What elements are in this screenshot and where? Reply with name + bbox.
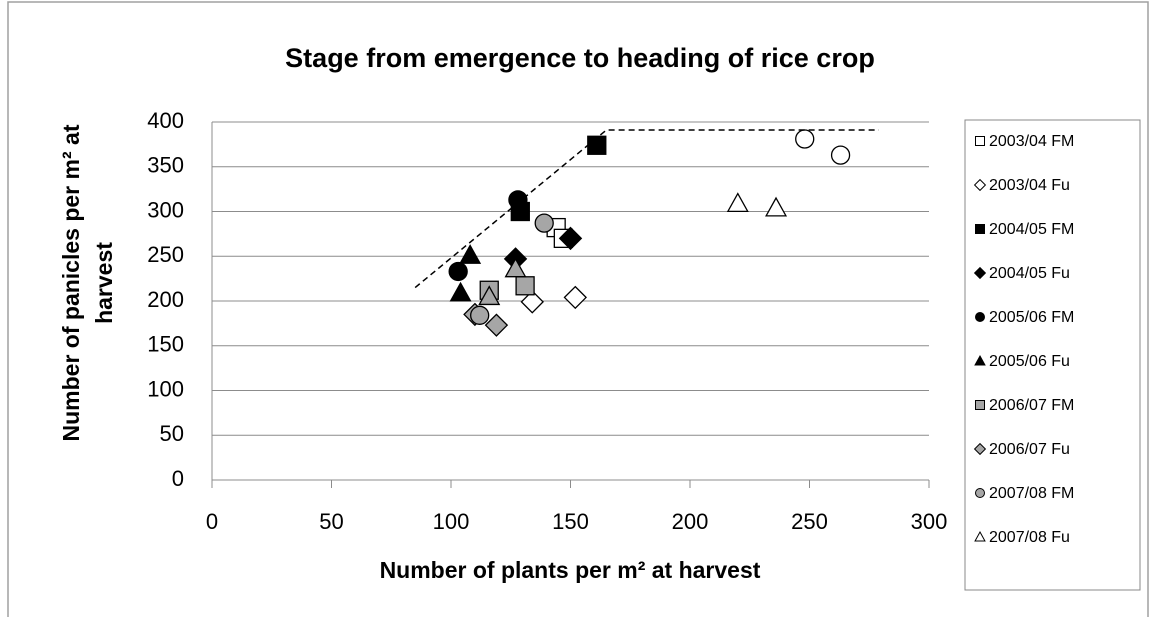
reference-line <box>414 129 879 289</box>
data-point <box>515 276 535 296</box>
x-tick-label: 150 <box>552 509 589 534</box>
data-point <box>534 213 554 233</box>
x-tick-label: 300 <box>911 509 948 534</box>
data-point <box>587 135 607 155</box>
chart-frame <box>7 1 1149 617</box>
legend-marker <box>974 531 986 542</box>
legend-label: 2007/08 FM <box>989 485 1074 502</box>
legend-label: 2005/06 Fu <box>989 353 1070 370</box>
data-point <box>558 226 583 251</box>
y-tick-label: 0 <box>172 466 184 491</box>
y-tick-label: 350 <box>147 153 184 178</box>
data-point <box>504 257 527 278</box>
data-point <box>508 190 528 210</box>
x-tick-label: 250 <box>791 509 828 534</box>
legend-marker <box>974 355 986 366</box>
x-tick-label: 50 <box>319 509 343 534</box>
x-tick-label: 100 <box>433 509 470 534</box>
y-tick-label: 300 <box>147 197 184 222</box>
data-point <box>449 281 472 302</box>
legend-marker <box>975 488 985 498</box>
data-point <box>830 145 851 165</box>
legend-marker <box>975 136 985 146</box>
x-tick-label: 0 <box>206 509 218 534</box>
legend-marker <box>973 266 987 280</box>
legend-marker <box>975 400 985 410</box>
y-tick-label: 150 <box>147 332 184 357</box>
y-tick-label: 50 <box>160 421 184 446</box>
x-axis-title: Number of plants per m² at harvest <box>380 557 761 583</box>
legend-label: 2004/05 FM <box>989 221 1074 238</box>
y-tick-label: 100 <box>147 376 184 401</box>
y-axis-title: Number of panicles per m² at harvest <box>58 124 117 442</box>
data-point <box>484 313 509 337</box>
data-point <box>459 244 482 264</box>
legend-label: 2006/07 FM <box>989 397 1074 414</box>
legend-marker <box>975 312 985 322</box>
data-point <box>448 261 468 282</box>
legend-label: 2003/04 Fu <box>989 177 1070 194</box>
data-point <box>795 129 815 149</box>
data-point <box>478 285 501 306</box>
data-point <box>765 196 788 217</box>
legend-box <box>964 119 1141 591</box>
chart-title: Stage from emergence to heading of rice … <box>285 43 875 73</box>
legend-label: 2003/04 FM <box>989 133 1074 150</box>
legend-label: 2007/08 Fu <box>989 529 1070 546</box>
data-point <box>726 192 749 213</box>
data-point <box>563 285 587 310</box>
legend-marker <box>973 442 987 456</box>
data-point <box>470 305 490 325</box>
legend-label: 2006/07 Fu <box>989 441 1070 458</box>
legend-marker <box>975 224 985 234</box>
y-tick-label: 250 <box>147 242 184 267</box>
legend-label: 2005/06 FM <box>989 309 1074 326</box>
data-point <box>520 290 544 314</box>
y-tick-label: 400 <box>147 108 184 133</box>
x-tick-label: 200 <box>672 509 709 534</box>
y-tick-label: 200 <box>147 287 184 312</box>
legend-marker <box>973 178 987 192</box>
legend-label: 2004/05 Fu <box>989 265 1070 282</box>
